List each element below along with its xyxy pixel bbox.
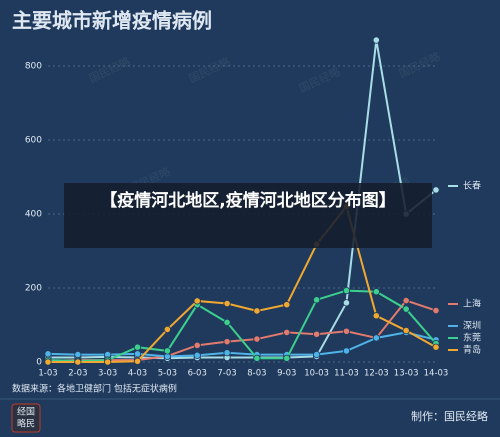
point bbox=[313, 296, 321, 304]
chart-title: 主要城市新增疫情病例 bbox=[12, 9, 212, 33]
point bbox=[372, 334, 380, 342]
x-tick-label: 5-03 bbox=[158, 369, 177, 379]
x-tick-label: 1-03 bbox=[38, 369, 57, 379]
x-tick-label: 3-03 bbox=[98, 369, 117, 379]
point bbox=[283, 301, 291, 309]
legend-label: 青岛 bbox=[463, 344, 481, 356]
point bbox=[193, 297, 201, 305]
point bbox=[44, 350, 52, 358]
point bbox=[372, 36, 380, 44]
legend-label: 上海 bbox=[463, 298, 481, 310]
point bbox=[253, 307, 261, 315]
x-tick-label: 10-03 bbox=[304, 369, 329, 379]
logo-box bbox=[11, 403, 41, 433]
point bbox=[402, 326, 410, 335]
point bbox=[253, 335, 261, 343]
point bbox=[313, 330, 321, 338]
point bbox=[342, 347, 351, 355]
point bbox=[402, 296, 410, 305]
line bbox=[47, 331, 437, 358]
x-tick-label: 13-03 bbox=[394, 369, 419, 379]
y-tick-label: 200 bbox=[25, 284, 42, 294]
x-tick-label: 9-03 bbox=[277, 369, 296, 379]
credit: 制作：国民经略 bbox=[411, 409, 488, 423]
point bbox=[223, 338, 231, 346]
y-tick-label: 400 bbox=[25, 210, 42, 220]
point bbox=[163, 347, 171, 355]
point bbox=[163, 325, 171, 334]
x-tick-label: 8-03 bbox=[247, 369, 266, 379]
point bbox=[133, 343, 142, 351]
x-tick-label: 12-03 bbox=[364, 369, 389, 379]
point bbox=[342, 327, 351, 335]
y-tick-label: 800 bbox=[25, 62, 42, 72]
point bbox=[74, 358, 82, 366]
point bbox=[432, 186, 440, 194]
overlay-caption: 【疫情河北地区,疫情河北地区分布图】 bbox=[64, 183, 432, 248]
point bbox=[372, 288, 380, 296]
point bbox=[283, 354, 291, 362]
point bbox=[342, 286, 351, 295]
point bbox=[193, 341, 201, 349]
point bbox=[283, 328, 291, 336]
y-tick-label: 0 bbox=[36, 358, 42, 368]
line bbox=[47, 289, 437, 362]
x-tick-label: 6-03 bbox=[188, 369, 207, 379]
legend-label: 长春 bbox=[463, 180, 481, 192]
source: 数据来源：各地卫健部门 包括无症状病例 bbox=[12, 383, 177, 395]
x-tick-label: 4-03 bbox=[128, 369, 147, 379]
point bbox=[193, 351, 201, 359]
point bbox=[342, 299, 351, 307]
legend-label: 东莞 bbox=[463, 332, 481, 344]
point bbox=[223, 299, 231, 308]
y-tick-label: 600 bbox=[25, 136, 42, 146]
point bbox=[74, 350, 82, 359]
point bbox=[313, 350, 321, 359]
watermark: 国民经略 bbox=[297, 64, 343, 95]
point bbox=[104, 358, 112, 366]
x-tick-label: 2-03 bbox=[68, 369, 87, 379]
point bbox=[133, 350, 142, 358]
point bbox=[223, 349, 231, 357]
point bbox=[253, 354, 261, 362]
x-tick-label: 11-03 bbox=[334, 369, 359, 379]
logo-text: 略民 bbox=[17, 418, 35, 430]
watermark: 国民经略 bbox=[87, 54, 133, 85]
point bbox=[432, 343, 440, 351]
watermark: 国民经略 bbox=[187, 54, 233, 85]
logo-text: 经国 bbox=[17, 406, 35, 418]
watermark: 国民经略 bbox=[397, 49, 443, 80]
line bbox=[48, 204, 437, 363]
legend-label: 深圳 bbox=[463, 321, 481, 332]
point bbox=[223, 318, 231, 327]
point bbox=[432, 306, 440, 315]
x-tick-label: 14-03 bbox=[424, 369, 449, 379]
point bbox=[402, 305, 410, 313]
point bbox=[372, 312, 380, 320]
x-tick-label: 7-03 bbox=[217, 369, 236, 379]
point bbox=[44, 358, 52, 366]
point bbox=[133, 357, 142, 365]
